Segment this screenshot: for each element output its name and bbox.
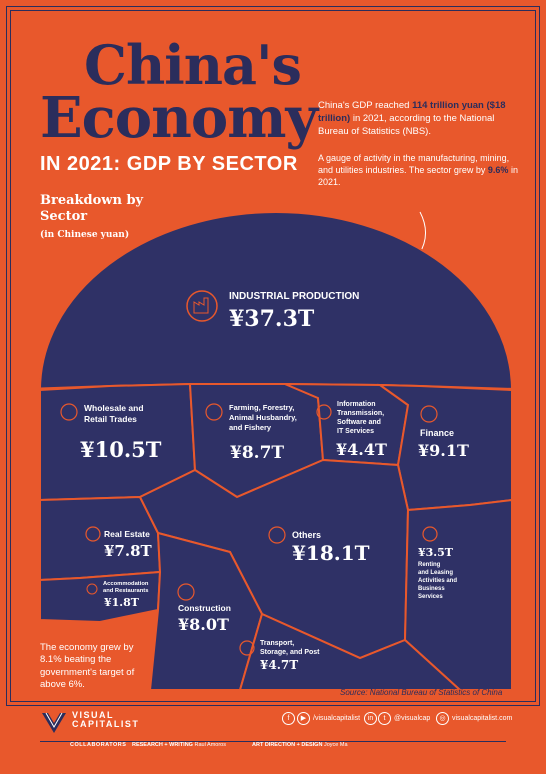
truck-icon (239, 640, 255, 656)
chart-icon (422, 526, 438, 542)
renting-label-5: Services (418, 594, 443, 600)
bank-icon (420, 405, 438, 423)
wholesale-label-1: Wholesale and (84, 403, 144, 413)
gdp-bold-1: 114 trillion yuan (412, 100, 484, 111)
breakdown-label: Breakdown by Sector (40, 193, 144, 225)
farming-label-1: Farming, Forestry, (229, 403, 294, 412)
crane-icon (177, 583, 195, 601)
construction-value: ¥8.0T (178, 615, 229, 634)
design-credit: ART DIRECTION + DESIGN Joyce Ma (252, 742, 348, 748)
transport-label-1: Transport, (260, 640, 294, 647)
globe-icon[interactable]: ◎ (436, 712, 449, 725)
info-label-3: Software and (337, 419, 381, 426)
farming-label-3: and Fishery (229, 423, 272, 432)
signal-icon (316, 404, 332, 420)
linkedin-icon[interactable]: in (364, 712, 377, 725)
social-handle-2[interactable]: @visualcap (394, 715, 431, 722)
sector-finance: Finance ¥9.1T (418, 405, 469, 460)
collaborators-divider (40, 741, 506, 742)
source-note: Source: National Bureau of Statistics of… (340, 688, 503, 697)
finance-value: ¥9.1T (418, 441, 469, 460)
finance-label: Finance (420, 428, 454, 438)
info-value: ¥4.4T (336, 440, 387, 459)
info-label-4: IT Services (337, 428, 374, 435)
visual-capitalist-logo (42, 712, 66, 733)
collaborators-label: COLLABORATORS (70, 742, 127, 748)
design-role: ART DIRECTION + DESIGN (252, 742, 323, 748)
sector-renting: ¥3.5T Renting and Leasing Activities and… (418, 526, 457, 600)
sector-others: Others ¥18.1T (268, 526, 370, 565)
brand-line1: VISUAL (72, 710, 115, 720)
cell-construction (148, 531, 264, 690)
sector-farming: Farming, Forestry, Animal Husbandry, and… (205, 403, 297, 463)
subtitle: IN 2021: GDP BY SECTOR (40, 153, 298, 175)
title-line2: Economy (40, 85, 318, 151)
info-label-1: Information (337, 401, 376, 408)
realestate-label: Real Estate (104, 529, 150, 539)
wholesale-label-2: Retail Trades (84, 414, 137, 424)
farming-label-2: Animal Husbandry, (229, 413, 297, 422)
dots-icon (268, 526, 286, 544)
transport-label-2: Storage, and Post (260, 649, 320, 656)
breakdown-sublabel: (in Chinese yuan) (40, 230, 130, 240)
accommodation-label-1: Accommodation (103, 581, 149, 587)
farming-value: ¥8.7T (230, 443, 284, 463)
industrial-note-bold: 9.6% (487, 165, 509, 176)
renting-value: ¥3.5T (418, 546, 454, 559)
industrial-note-1: A gauge of activity in the manufacturing… (318, 153, 510, 176)
design-name: Joyce Ma (323, 742, 348, 748)
others-value: ¥18.1T (292, 541, 370, 565)
cell-transport (238, 612, 463, 690)
sector-wholesale: Wholesale and Retail Trades ¥10.5T (60, 403, 162, 462)
accommodation-value: ¥1.8T (104, 596, 140, 609)
sector-info: Information Transmission, Software and I… (316, 401, 387, 459)
realestate-value: ¥7.8T (104, 542, 153, 560)
accommodation-label-2: and Restaurants (103, 588, 148, 594)
cart-icon (60, 403, 78, 421)
youtube-icon[interactable]: ▶ (297, 712, 310, 725)
brand-name: VISUAL CAPITALIST (72, 710, 152, 730)
factory-icon (186, 290, 218, 322)
gdp-text-1: China's GDP reached (318, 100, 413, 111)
cell-accommodation (40, 570, 162, 624)
research-role: RESEARCH + WRITING (132, 742, 193, 748)
bed-icon (86, 583, 98, 595)
transport-value: ¥4.7T (260, 658, 298, 672)
building-icon (85, 526, 101, 542)
facebook-icon[interactable]: f (282, 712, 295, 725)
industrial-label: INDUSTRIAL PRODUCTION (229, 291, 359, 302)
renting-label-3: Activities and (418, 578, 457, 584)
construction-label: Construction (178, 603, 231, 613)
wheat-icon (205, 403, 223, 421)
research-credit: RESEARCH + WRITING Raul Amoros (132, 742, 226, 748)
industrial-value: ¥37.3T (229, 306, 315, 332)
sector-realestate: Real Estate ¥7.8T (85, 526, 153, 560)
sector-transport: Transport, Storage, and Post ¥4.7T (239, 640, 320, 672)
factory-icon-shape (193, 297, 209, 314)
research-name: Raul Amoros (194, 742, 227, 748)
website-link[interactable]: visualcapitalist.com (452, 715, 513, 722)
sector-construction: Construction ¥8.0T (177, 583, 231, 634)
gdp-bold-2: ($18 trillion) (318, 100, 506, 124)
wholesale-value: ¥10.5T (80, 437, 162, 462)
renting-label-1: Renting (418, 562, 441, 568)
social-handle-1[interactable]: /visualcapitalist (313, 715, 361, 722)
info-label-2: Transmission, (337, 410, 384, 417)
twitter-icon[interactable]: t (378, 712, 391, 725)
gdp-text-2: in 2021, according to the National Burea… (318, 112, 495, 137)
title-line1: China's (84, 33, 302, 97)
sector-accommodation: Accommodation and Restaurants ¥1.8T (86, 581, 149, 609)
brand-line2: CAPITALIST (72, 719, 140, 730)
renting-label-2: and Leasing (418, 570, 453, 576)
growth-note: The economy grew by 8.1% beating the gov… (40, 642, 135, 691)
industrial-note-2: in 2021. (318, 165, 518, 188)
sector-industrial: INDUSTRIAL PRODUCTION ¥37.3T (186, 290, 359, 332)
renting-label-4: Business (418, 586, 445, 592)
industrial-note: A gauge of activity in the manufacturing… (318, 152, 518, 188)
chart-outline (39, 211, 513, 391)
others-label: Others (292, 530, 321, 540)
gdp-intro: China's GDP reached 114 trillion yuan ($… (318, 100, 518, 138)
